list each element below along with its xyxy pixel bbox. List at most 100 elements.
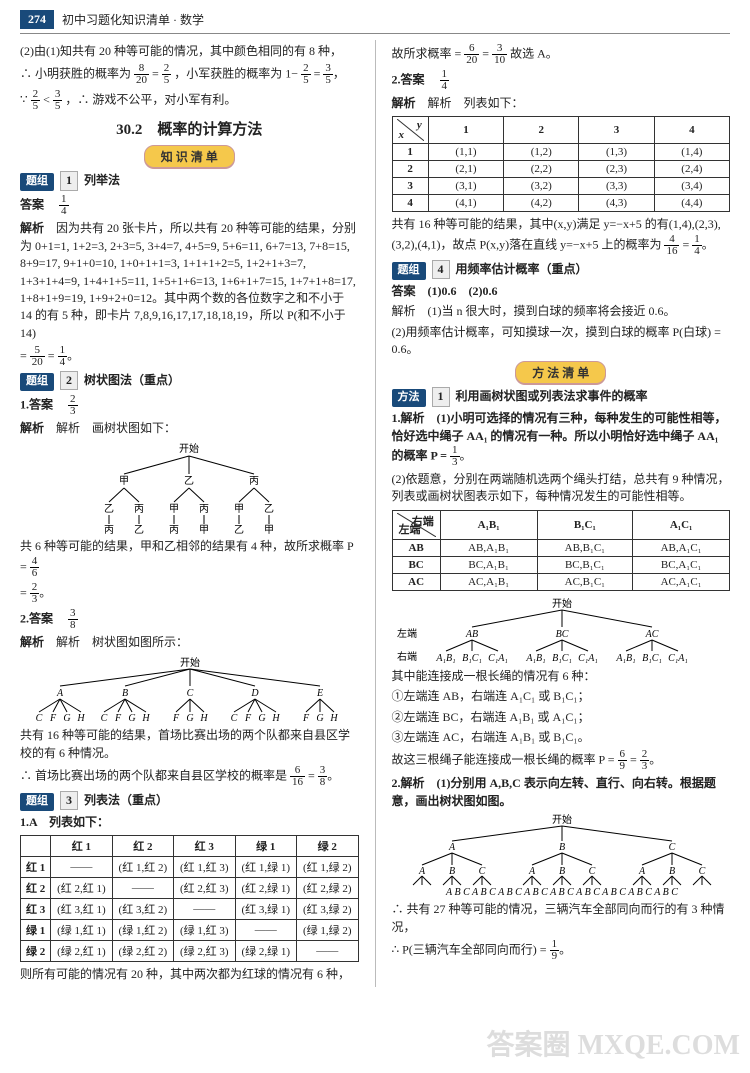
tz2-head: 题组 2 树状图法（重点） bbox=[20, 371, 359, 391]
frac-5-20: 520 bbox=[30, 345, 45, 368]
tz2-title: 树状图法（重点） bbox=[84, 373, 180, 387]
tz1-jx-text: 因为共有 20 张卡片，所以共有 20 种等可能的结果，分别为 0+1=1, 1… bbox=[20, 221, 356, 339]
svg-text:甲: 甲 bbox=[264, 525, 274, 535]
svg-text:C: C bbox=[231, 713, 238, 724]
ff1-p3: 其中能连接成一根长绳的情况有 6 种： bbox=[392, 668, 731, 685]
pill-knowledge-list: 知 识 清 单 bbox=[144, 145, 235, 168]
svg-text:G: G bbox=[128, 713, 135, 724]
svg-text:H: H bbox=[141, 713, 150, 724]
tablexy-cell: (1,3) bbox=[579, 144, 654, 161]
r-top: 故所求概率 = 620 = 310 故选 A。 bbox=[392, 43, 731, 66]
svg-text:B: B bbox=[558, 842, 564, 853]
table3-header: 红 2 bbox=[112, 836, 173, 857]
svg-text:B₁C₁: B₁C₁ bbox=[552, 653, 572, 664]
table3-cell: (绿 1,红 1) bbox=[51, 920, 112, 941]
tz2-p4: ∴ 首场比赛出场的两个队都来自县区学校的概率是 616 = 38。 bbox=[20, 765, 359, 788]
tz1-title: 列举法 bbox=[84, 173, 120, 187]
svg-text:C: C bbox=[588, 866, 595, 877]
table3-header: 红 1 bbox=[51, 836, 112, 857]
table3-cell: (绿 2,红 3) bbox=[174, 941, 235, 962]
table3-header: 绿 2 bbox=[296, 836, 358, 857]
table3-header: 红 3 bbox=[174, 836, 235, 857]
svg-text:C₁A₁: C₁A₁ bbox=[668, 653, 688, 664]
table3-cell: 绿 1 bbox=[21, 920, 51, 941]
tablexy-cell: (2,4) bbox=[654, 161, 729, 178]
columns: (2)由(1)知共有 20 种等可能的情况，其中颜色相同的有 8 种， ∴ 小明… bbox=[20, 40, 730, 987]
tablexy-cell: (3,1) bbox=[428, 178, 503, 195]
table2-cell: AB,B₁C₁ bbox=[537, 539, 633, 556]
tz2-q2-label: 2.答案 bbox=[20, 611, 65, 625]
svg-text:B₁C₁: B₁C₁ bbox=[462, 653, 482, 664]
table2-cell: AC bbox=[392, 573, 440, 590]
ff1-li3: ③左端连 AC，右端连 A₁B₁ 或 B₁C₁。 bbox=[392, 729, 731, 746]
svg-text:G: G bbox=[258, 713, 265, 724]
svg-text:A₁B₁: A₁B₁ bbox=[525, 653, 545, 664]
frac-1-9: 19 bbox=[550, 939, 560, 962]
frac-3-5: 35 bbox=[323, 63, 333, 86]
svg-text:A: A bbox=[527, 866, 535, 877]
txt: ，小军获胜的概率为 1− bbox=[174, 67, 298, 81]
tz2-q1-label: 1.答案 bbox=[20, 397, 65, 411]
frac-6-9: 69 bbox=[618, 749, 628, 772]
txt: = bbox=[20, 585, 30, 599]
ff2-p2: ∴ 共有 27 种等可能的情况，三辆汽车全部同向而行的有 3 种情况， bbox=[392, 901, 731, 936]
frac-2-3b: 23 bbox=[30, 582, 40, 605]
tz2-jx-label: 解析 解析 画树状图如下： bbox=[20, 420, 359, 437]
svg-text:C: C bbox=[187, 688, 194, 699]
tablexy-cell: (2,2) bbox=[504, 161, 579, 178]
table2-cell: AC,B₁C₁ bbox=[537, 573, 633, 590]
jx-label4: 解析 bbox=[392, 96, 428, 110]
jx-label3: 解析 bbox=[20, 635, 56, 649]
ff1-p2: (2)依题意，分别在两端随机选两个绳头打结，总共有 9 种情况，列表或画树状图表… bbox=[392, 471, 731, 506]
table3-cell: —— bbox=[235, 920, 296, 941]
tablexy-cell: 1 bbox=[392, 144, 428, 161]
txt: ∴ 小明获胜的概率为 bbox=[20, 67, 134, 81]
svg-text:甲: 甲 bbox=[199, 525, 209, 535]
table3-cell: (红 3,绿 1) bbox=[235, 899, 296, 920]
tz3-foot: 则所有可能的情况有 20 种，其中两次都为红球的情况有 6 种， bbox=[20, 966, 359, 983]
pill2-wrap: 方 法 清 单 bbox=[392, 361, 731, 384]
svg-text:乙: 乙 bbox=[264, 503, 274, 515]
table3-cell: (红 3,绿 2) bbox=[296, 899, 358, 920]
frac-1-4r2: 14 bbox=[692, 234, 702, 257]
pill-wrap: 知 识 清 单 bbox=[20, 145, 359, 168]
table3: 红 1红 2红 3绿 1绿 2 红 1——(红 1,红 2)(红 1,红 3)(… bbox=[20, 835, 359, 962]
svg-text:丙: 丙 bbox=[249, 476, 259, 487]
ff1-num: 1 bbox=[432, 387, 450, 406]
txt: = bbox=[482, 46, 492, 60]
tz1-tag: 题组 bbox=[20, 173, 54, 191]
svg-text:C: C bbox=[36, 713, 43, 724]
frac-3-8: 38 bbox=[68, 608, 78, 631]
table2-cell: AC,A₁B₁ bbox=[440, 573, 537, 590]
table3-cell: 绿 2 bbox=[21, 941, 51, 962]
table3-cell: (红 2,绿 1) bbox=[235, 878, 296, 899]
txt: 解析 画树状图如下： bbox=[56, 421, 176, 435]
table2-cell: AB,A₁C₁ bbox=[633, 539, 730, 556]
svg-text:H: H bbox=[271, 713, 280, 724]
svg-text:开始: 开始 bbox=[552, 597, 572, 610]
txt: ∴ 首场比赛出场的两个队都来自县区学校的概率是 bbox=[20, 768, 290, 782]
svg-text:A₁B₁: A₁B₁ bbox=[615, 653, 635, 664]
tz2-res: 共 6 种等可能的结果，甲和乙相邻的结果有 4 种，故所求概率 P = 46 bbox=[20, 538, 359, 578]
table2-header: A₁C₁ bbox=[633, 510, 730, 539]
table2-cell: BC,B₁C₁ bbox=[537, 556, 633, 573]
tz3-tag: 题组 bbox=[20, 793, 54, 811]
tablexy-cell: (1,1) bbox=[428, 144, 503, 161]
ff1-head: 方法 1 利用画树状图或列表法求事件的概率 bbox=[392, 387, 731, 407]
svg-text:丙: 丙 bbox=[134, 504, 144, 515]
table3-cell: (红 2,绿 2) bbox=[296, 878, 358, 899]
tz2-tag: 题组 bbox=[20, 373, 54, 391]
svg-text:H: H bbox=[76, 713, 85, 724]
frac-8-20: 820 bbox=[134, 63, 149, 86]
svg-text:B: B bbox=[122, 688, 128, 699]
svg-text:F: F bbox=[49, 713, 57, 724]
tablexy-cell: (2,1) bbox=[428, 161, 503, 178]
tablexy-cell: (1,4) bbox=[654, 144, 729, 161]
frac-3-10: 310 bbox=[492, 43, 507, 66]
table3-cell: (红 3,红 1) bbox=[51, 899, 112, 920]
svg-text:C: C bbox=[668, 842, 675, 853]
txt: ∴ P(三辆汽车全部同向而行) = bbox=[392, 942, 550, 956]
ff1-li1: ①左端连 AB，右端连 A₁C₁ 或 B₁C₁； bbox=[392, 688, 731, 705]
r-jx-label: 解析 解析 列表如下： bbox=[392, 95, 731, 112]
svg-text:C₁A₁: C₁A₁ bbox=[488, 653, 508, 664]
